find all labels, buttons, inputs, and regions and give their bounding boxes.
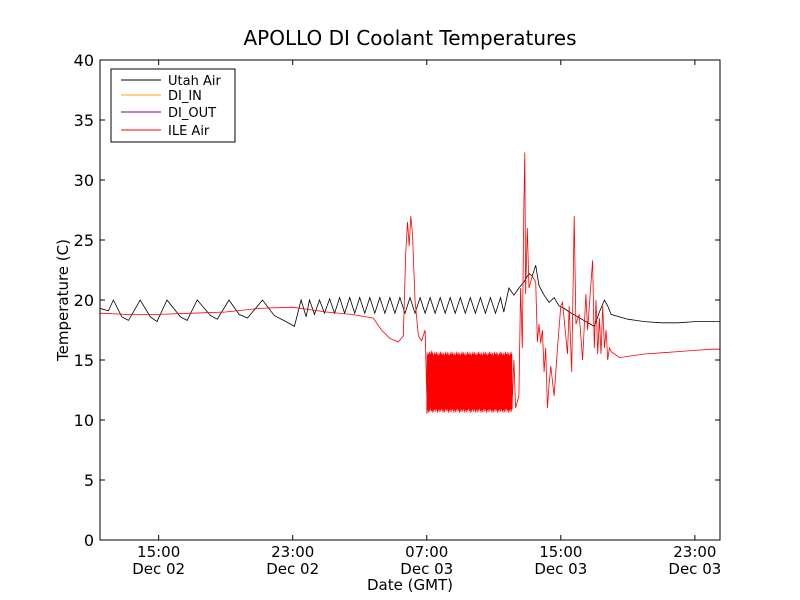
x-tick-time-label: 23:00 [673,543,716,561]
y-tick-label: 25 [74,231,94,250]
legend: Utah Air DI_IN DI_OUT ILE Air [110,68,236,143]
x-tick-date-label: Dec 03 [400,560,453,578]
x-tick-time-label: 15:00 [137,543,180,561]
plot-frame [99,59,721,541]
x-tick-time-label: 23:00 [271,543,314,561]
y-tick-label: 10 [74,411,94,430]
legend-label-utah-air: Utah Air [168,74,221,89]
y-tick-label: 5 [84,471,94,490]
chart-title: APOLLO DI Coolant Temperatures [243,26,576,50]
legend-label-ile-air: ILE Air [168,124,210,139]
series-line-ile-air [100,152,720,414]
series-line-utah-air [100,265,720,328]
legend-label-di-in: DI_IN [168,89,202,104]
x-axis-label: Date (GMT) [367,576,453,594]
y-tick-label: 30 [74,171,94,190]
x-tick-time-label: 07:00 [405,543,448,561]
y-axis-label: Temperature (C) [54,239,72,362]
y-tick-label: 40 [74,51,94,70]
y-tick-label: 0 [84,531,94,550]
x-tick-date-label: Dec 02 [266,560,319,578]
x-tick-date-label: Dec 03 [668,560,721,578]
x-tick-date-label: Dec 02 [132,560,185,578]
series-group [100,152,720,414]
x-tick-date-label: Dec 03 [534,560,587,578]
y-tick-label: 15 [74,351,94,370]
y-tick-label: 35 [74,111,94,130]
legend-label-di-out: DI_OUT [168,106,216,121]
x-tick-time-label: 15:00 [539,543,582,561]
y-tick-label: 20 [74,291,94,310]
